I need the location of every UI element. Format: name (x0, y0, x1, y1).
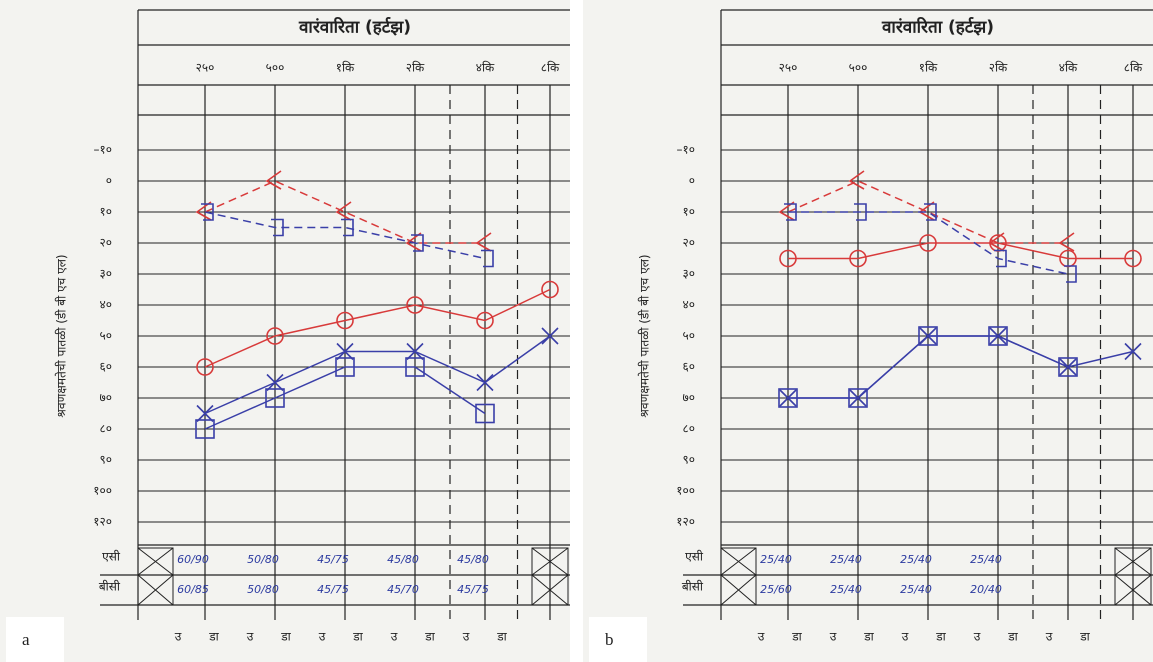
y-tick-label: –१० (94, 143, 112, 157)
ear-label: उ (175, 630, 182, 644)
row-label: एसी (685, 550, 704, 564)
ear-label: डा (935, 630, 946, 644)
panel-label-box (589, 617, 647, 662)
row-label: बीसी (99, 580, 121, 594)
panel-label: b (605, 630, 614, 649)
x-tick-label: ८कि (1124, 61, 1143, 75)
panel-label: a (22, 630, 30, 649)
x-tick-label: ४कि (1059, 61, 1078, 75)
handwritten-value: 25/40 (970, 553, 1002, 566)
y-tick-label: ३० (683, 267, 695, 281)
y-tick-label: ८० (100, 422, 112, 436)
handwritten-value: 60/90 (177, 553, 209, 566)
y-tick-label: १२० (676, 515, 695, 529)
row-label: एसी (102, 550, 121, 564)
ear-label: उ (758, 630, 765, 644)
x-tick-label: २५० (196, 61, 215, 75)
handwritten-value: 25/40 (830, 583, 862, 596)
ear-label: डा (352, 630, 363, 644)
handwritten-value: 50/80 (247, 583, 279, 596)
audiograms: वारंवारिता (हर्टझ)२५०५००१कि२कि४कि८कि–१००… (0, 0, 1153, 662)
handwritten-value: 25/40 (900, 553, 932, 566)
ear-label: डा (280, 630, 291, 644)
y-tick-label: ५० (100, 329, 112, 343)
y-tick-label: २० (683, 236, 695, 250)
y-tick-label: ६० (100, 360, 112, 374)
chart-title: वारंवारिता (हर्टझ) (881, 17, 994, 38)
handwritten-value: 25/40 (760, 553, 792, 566)
ear-label: उ (902, 630, 909, 644)
handwritten-value: 45/80 (457, 553, 489, 566)
x-tick-label: ४कि (476, 61, 495, 75)
ear-label: उ (830, 630, 837, 644)
page: {"chart_data": [ {"type": "line", "panel… (0, 0, 1153, 662)
handwritten-value: 25/60 (760, 583, 792, 596)
handwritten-value: 45/75 (317, 553, 349, 566)
x-tick-label: २कि (989, 61, 1008, 75)
ear-label: उ (1046, 630, 1053, 644)
ear-label: डा (791, 630, 802, 644)
y-tick-label: १०० (676, 484, 695, 498)
handwritten-value: 45/75 (317, 583, 349, 596)
y-tick-label: ० (106, 174, 112, 188)
y-tick-label: ४० (100, 298, 112, 312)
ear-label: डा (496, 630, 507, 644)
y-tick-label: ३० (100, 267, 112, 281)
y-tick-label: २० (100, 236, 112, 250)
y-tick-label: १०० (93, 484, 112, 498)
handwritten-value: 45/70 (387, 583, 419, 596)
y-tick-label: –१० (677, 143, 695, 157)
handwritten-value: 45/75 (457, 583, 489, 596)
y-tick-label: १२० (93, 515, 112, 529)
row-label: बीसी (682, 580, 704, 594)
ear-label: डा (1007, 630, 1018, 644)
y-axis-label: श्रवणक्षमतेची पातळी (डी बी एच एल) (55, 254, 69, 417)
x-tick-label: २५० (779, 61, 798, 75)
handwritten-value: 50/80 (247, 553, 279, 566)
handwritten-value: 20/40 (970, 583, 1002, 596)
handwritten-value: 45/80 (387, 553, 419, 566)
ear-label: उ (974, 630, 981, 644)
y-tick-label: १० (100, 205, 112, 219)
handwritten-value: 60/85 (177, 583, 209, 596)
chart-title: वारंवारिता (हर्टझ) (298, 17, 411, 38)
x-tick-label: ५०० (266, 61, 285, 75)
y-tick-label: ९० (683, 453, 695, 467)
ear-label: उ (391, 630, 398, 644)
y-axis-label: श्रवणक्षमतेची पातळी (डी बी एच एल) (638, 254, 652, 417)
x-tick-label: १कि (919, 61, 938, 75)
x-tick-label: ५०० (849, 61, 868, 75)
ear-label: उ (463, 630, 470, 644)
y-tick-label: ८० (683, 422, 695, 436)
ear-label: उ (319, 630, 326, 644)
y-tick-label: ७० (100, 391, 112, 405)
y-tick-label: १० (683, 205, 695, 219)
handwritten-value: 25/40 (830, 553, 862, 566)
y-tick-label: ० (689, 174, 695, 188)
y-tick-label: ६० (683, 360, 695, 374)
ear-label: डा (208, 630, 219, 644)
y-tick-label: ९० (100, 453, 112, 467)
handwritten-value: 25/40 (900, 583, 932, 596)
y-tick-label: ४० (683, 298, 695, 312)
ear-label: डा (1079, 630, 1090, 644)
panel-label-box (6, 617, 64, 662)
y-tick-label: ५० (683, 329, 695, 343)
x-tick-label: २कि (406, 61, 425, 75)
ear-label: उ (247, 630, 254, 644)
ear-label: डा (863, 630, 874, 644)
ear-label: डा (424, 630, 435, 644)
x-tick-label: ८कि (541, 61, 560, 75)
y-tick-label: ७० (683, 391, 695, 405)
x-tick-label: १कि (336, 61, 355, 75)
